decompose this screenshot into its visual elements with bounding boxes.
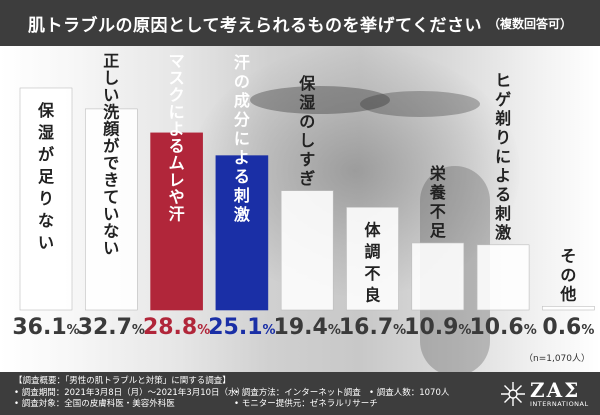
category-label-4: 保湿のしすぎ (298, 74, 316, 188)
category-label-1: 正しい洗顔ができていない (102, 51, 120, 257)
value-label-8: 0.6% (542, 315, 594, 340)
category-label-0: 保湿が足りない (37, 101, 55, 252)
value-label-5: 16.7% (339, 315, 406, 340)
category-label-8: その他 (559, 246, 576, 303)
bar-7 (476, 244, 530, 311)
logo-subtext: INTERNATIONAL (530, 400, 589, 408)
survey-method: • 調査方法：インターネット調査 (234, 387, 361, 398)
value-label-0: 36.1% (12, 315, 79, 340)
bar-8 (542, 306, 595, 311)
starburst-icon (501, 382, 525, 406)
value-label-2: 28.8% (143, 315, 210, 340)
bar-3 (215, 155, 269, 311)
company-logo: ZAΣ INTERNATIONAL (500, 375, 596, 413)
value-label-6: 10.9% (404, 315, 471, 340)
sample-size-note: （n=1,070人） (523, 354, 590, 364)
value-label-3: 25.1% (208, 315, 275, 340)
category-label-6: 栄養不足 (429, 164, 447, 240)
survey-footer: 【調査概要：「男性の肌トラブルと対策」に関する調査】 • 調査期間：2021年3… (0, 372, 600, 415)
bar-5 (346, 206, 399, 311)
survey-count: • 調査人数：1070人 (369, 387, 450, 398)
bar-1 (85, 108, 138, 311)
survey-overview: 【調査概要：「男性の肌トラブルと対策」に関する調査】 (14, 376, 231, 386)
category-label-2: マスクによるムレや汗 (169, 51, 185, 223)
bar-2 (150, 132, 203, 311)
bar-6 (411, 242, 465, 311)
category-label-3: 汗の成分による刺激 (233, 53, 250, 224)
value-label-4: 19.4% (274, 315, 341, 340)
survey-period: • 調査期間：2021年3月8日（月）〜2021年3月10日（水） (14, 387, 246, 398)
category-label-5: 体調不良 (364, 220, 381, 304)
bar-0 (19, 87, 73, 311)
bar-4 (280, 190, 334, 311)
value-label-7: 10.6% (469, 315, 536, 340)
chart-subtitle: （複数回答可） (487, 16, 572, 31)
survey-target: • 調査対象：全国の皮膚科医・美容外科医 (14, 399, 175, 409)
value-label-1: 32.7% (78, 315, 145, 340)
chart-header: 肌トラブルの原因として考えられるものを挙げてください （複数回答可） (0, 0, 600, 46)
category-label-7: ヒゲ剃りによる刺激 (494, 71, 511, 242)
chart-title: 肌トラブルの原因として考えられるものを挙げてください (28, 15, 482, 36)
logo-name: ZAΣ (530, 378, 581, 402)
survey-provider: • モニター提供元：ゼネラルリサーチ (234, 399, 378, 409)
bar-chart: 保湿が足りない 36.1% 正しい洗顔ができていない 32.7% マスクによるムレや汗 2… (12, 51, 595, 340)
